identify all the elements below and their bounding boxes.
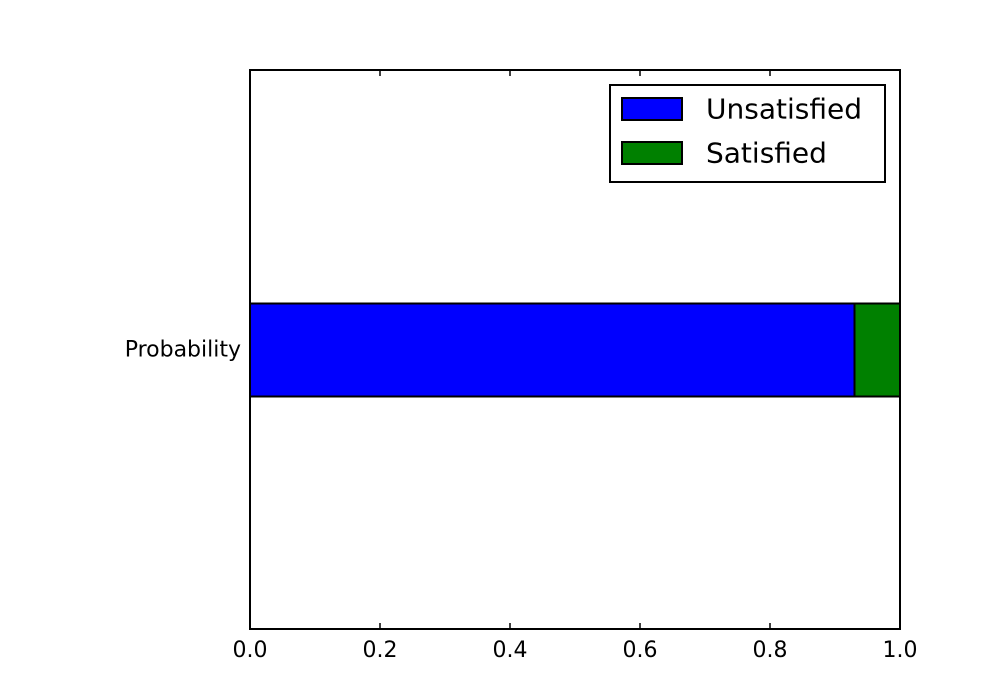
x-tick-label: 0.8 (753, 638, 788, 663)
x-tick-label: 0.0 (233, 638, 268, 663)
legend-label-unsatisfied: Unsatisfied (706, 93, 862, 126)
bar-satisfied-probability (853, 302, 901, 398)
legend: Unsatisfied Satisfied (609, 84, 886, 183)
x-tick-label: 0.2 (363, 638, 398, 663)
bar-unsatisfied-probability (249, 302, 856, 398)
x-tick-label: 0.6 (623, 638, 658, 663)
y-axis: Probability (125, 338, 900, 363)
bars (249, 302, 901, 398)
plot-frame (249, 69, 901, 630)
y-tick-label: Probability (125, 338, 241, 363)
x-tick-label: 0.4 (493, 638, 528, 663)
legend-swatch-satisfied (621, 141, 683, 165)
x-axis: 0.0 0.2 0.4 0.6 0.8 1.0 (233, 70, 918, 663)
x-tick-label: 1.0 (883, 638, 918, 663)
legend-swatch-unsatisfied (621, 97, 683, 121)
legend-label-satisfied: Satisfied (706, 137, 827, 170)
